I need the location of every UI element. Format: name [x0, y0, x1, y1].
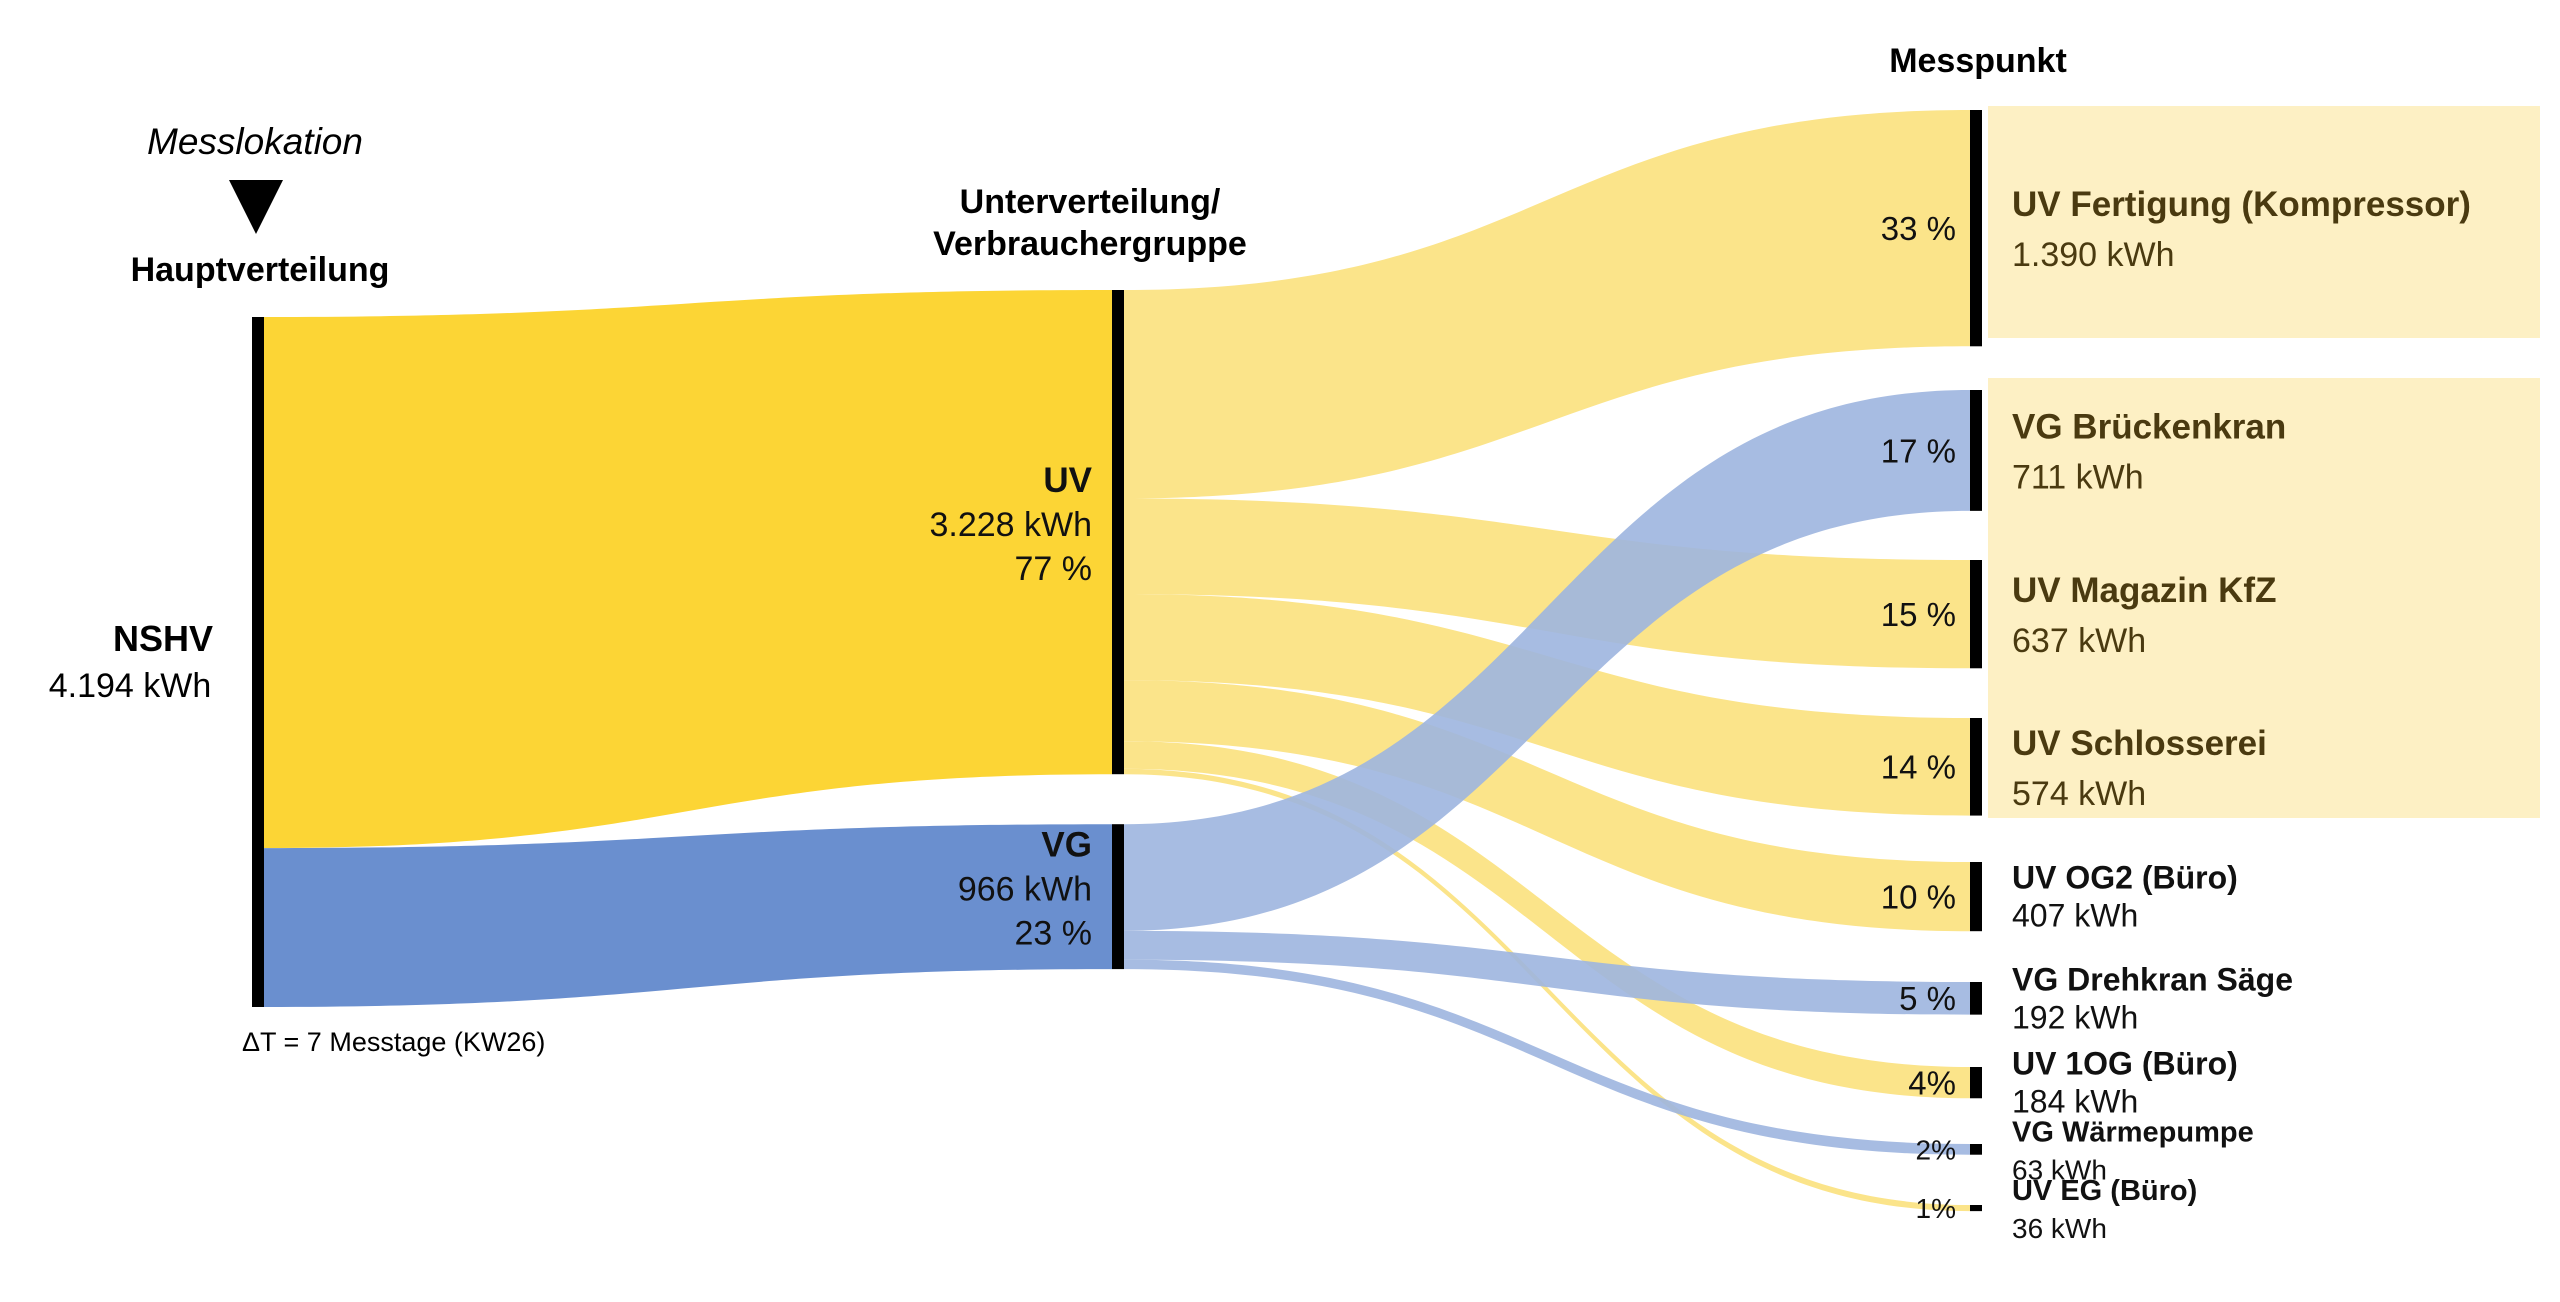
point-5-value: 407 kWh [2012, 898, 2138, 934]
node-bar-uv [1112, 290, 1124, 775]
flow-uv-to-point-3 [1124, 498, 1970, 669]
verbrauchergruppe-header: Verbrauchergruppe [933, 225, 1247, 263]
point-1-pct: 33 % [1881, 210, 1956, 247]
point-7-name: UV 1OG (Büro) [2012, 1046, 2238, 1082]
point-9-name: UV EG (Büro) [2012, 1175, 2197, 1207]
flow-nshv-vg [264, 824, 1112, 1007]
point-8-pct: 2% [1916, 1134, 1956, 1165]
node-bar-point-6 [1970, 982, 1982, 1015]
point-2-value: 711 kWh [2012, 458, 2144, 496]
unterverteilung-header: Unterverteilung/ [960, 183, 1221, 221]
node-bar-point-4 [1970, 718, 1982, 816]
point-4-name: UV Schlosserei [2012, 724, 2267, 763]
node-bar-point-8 [1970, 1144, 1982, 1155]
point-3-name: UV Magazin KfZ [2012, 571, 2276, 610]
node-bar-vg [1112, 824, 1124, 970]
node-bar-point-5 [1970, 862, 1982, 932]
point-1-name: UV Fertigung (Kompressor) [2012, 185, 2471, 224]
flow-vg-to-point-2 [1124, 390, 1970, 931]
label-box-layer [1988, 106, 2540, 818]
point-5-name: UV OG2 (Büro) [2012, 860, 2238, 896]
label-box-group [1988, 378, 2540, 818]
point-6-name: VG Drehkran Säge [2012, 961, 2293, 997]
hauptverteilung-header: Hauptverteilung [131, 251, 390, 289]
messpunkt-header: Messpunkt [1889, 42, 2067, 80]
node-bar-point-1 [1970, 110, 1982, 347]
source-name: NSHV [113, 618, 213, 659]
point-6-pct: 5 % [1899, 980, 1956, 1017]
point-1-value: 1.390 kWh [2012, 236, 2175, 274]
point-9-pct: 1% [1916, 1193, 1956, 1224]
group-uv-name: UV [1043, 461, 1092, 500]
flow-nshv-uv [264, 290, 1112, 849]
flow-vg-to-point-8 [1124, 959, 1970, 1155]
point-7-value: 184 kWh [2012, 1084, 2138, 1120]
group-vg-name: VG [1041, 826, 1092, 865]
node-bar-point-3 [1970, 560, 1982, 669]
point-4-value: 574 kWh [2012, 775, 2146, 813]
flow-layer [264, 110, 1970, 1212]
messlokation-header: Messlokation [147, 121, 363, 162]
point-8-value: 63 kWh [2012, 1154, 2107, 1185]
node-bar-layer [252, 110, 1982, 1212]
point-3-pct: 15 % [1881, 596, 1956, 633]
point-7-pct: 4% [1908, 1065, 1956, 1102]
point-3-value: 637 kWh [2012, 622, 2146, 660]
flow-uv-to-point-1 [1124, 110, 1970, 499]
triangle-down-icon [229, 180, 283, 234]
node-bar-point-2 [1970, 390, 1982, 511]
point-5-pct: 10 % [1881, 878, 1956, 915]
footnote: ΔT = 7 Messtage (KW26) [242, 1027, 545, 1057]
point-6-value: 192 kWh [2012, 999, 2138, 1035]
flow-uv-to-point-5 [1124, 680, 1970, 932]
group-uv-value: 3.228 kWh [929, 506, 1092, 544]
source-value: 4.194 kWh [49, 667, 212, 705]
flow-uv-to-point-9 [1124, 768, 1970, 1212]
point-4-pct: 14 % [1881, 749, 1956, 786]
label-box-fertigung [1988, 106, 2540, 338]
point-9-value: 36 kWh [2012, 1213, 2107, 1244]
node-bar-point-7 [1970, 1067, 1982, 1099]
node-bar-point-9 [1970, 1205, 1982, 1212]
point-8-name: VG Wärmepumpe [2012, 1116, 2254, 1148]
flow-vg-to-point-6 [1124, 930, 1970, 1015]
flow-uv-to-point-7 [1124, 741, 1970, 1099]
point-2-pct: 17 % [1881, 432, 1956, 469]
node-bar-nshv [252, 317, 264, 1007]
text-layer: Messlokation Hauptverteilung Untervertei… [49, 42, 2471, 1244]
group-vg-value: 966 kWh [958, 871, 1092, 909]
group-uv-pct: 77 % [1015, 550, 1093, 588]
point-2-name: VG Brückenkran [2012, 407, 2286, 446]
group-vg-pct: 23 % [1015, 915, 1093, 953]
